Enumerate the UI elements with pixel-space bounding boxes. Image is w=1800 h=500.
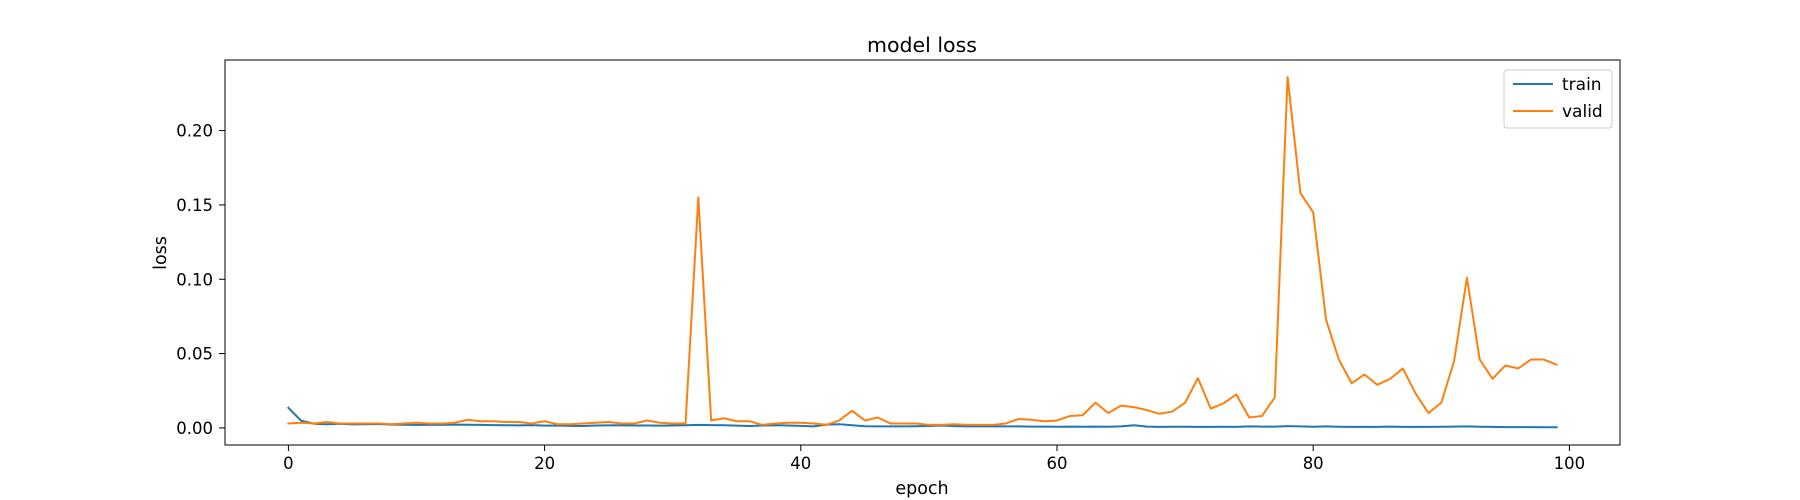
- series-layer: [286, 76, 1558, 429]
- y-tick-label: 0.05: [176, 345, 213, 364]
- y-tick-label: 0.20: [176, 122, 213, 141]
- series-line-train: [286, 406, 1558, 429]
- y-tick-label: 0.15: [176, 196, 213, 215]
- legend-label-valid: valid: [1562, 102, 1603, 122]
- x-tick-label: 20: [534, 454, 555, 473]
- x-axis-label: epoch: [895, 479, 948, 499]
- x-axis: 0 20 40 60 80 100: [283, 445, 1585, 473]
- y-tick-label: 0.00: [176, 419, 213, 438]
- series-line-valid: [287, 76, 1558, 426]
- y-axis: 0.00 0.05 0.10 0.15 0.20: [176, 122, 225, 438]
- legend-label-train: train: [1562, 75, 1602, 95]
- legend: train valid: [1503, 69, 1613, 129]
- x-tick-label: 0: [283, 454, 294, 473]
- plot-area: [225, 60, 1620, 445]
- y-axis-label: loss: [151, 236, 171, 270]
- x-tick-label: 40: [790, 454, 811, 473]
- x-tick-label: 60: [1047, 454, 1068, 473]
- plot-frame: [224, 59, 1621, 446]
- y-tick-label: 0.10: [176, 270, 213, 289]
- x-tick-label: 80: [1303, 454, 1324, 473]
- x-tick-label: 100: [1554, 454, 1586, 473]
- chart-title: model loss: [867, 33, 977, 57]
